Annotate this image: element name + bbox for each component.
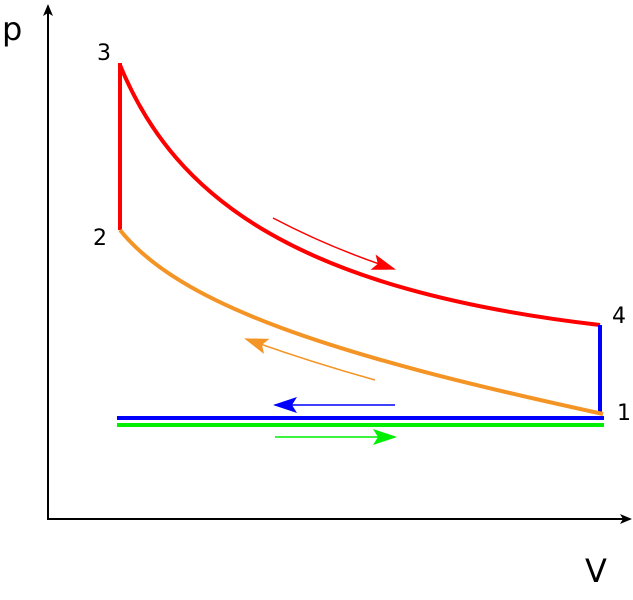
point-label-2: 2 — [93, 226, 107, 251]
x-axis-label: V — [585, 552, 607, 590]
expansion-arrow — [272, 217, 396, 270]
point-label-3: 3 — [97, 41, 111, 66]
point-label-4: 4 — [612, 304, 626, 329]
compression-arrow — [244, 338, 376, 381]
point-label-1: 1 — [617, 401, 631, 426]
expansion-curve — [118, 64, 601, 327]
y-axis-label: p — [2, 10, 22, 48]
compression-curve — [118, 228, 604, 416]
